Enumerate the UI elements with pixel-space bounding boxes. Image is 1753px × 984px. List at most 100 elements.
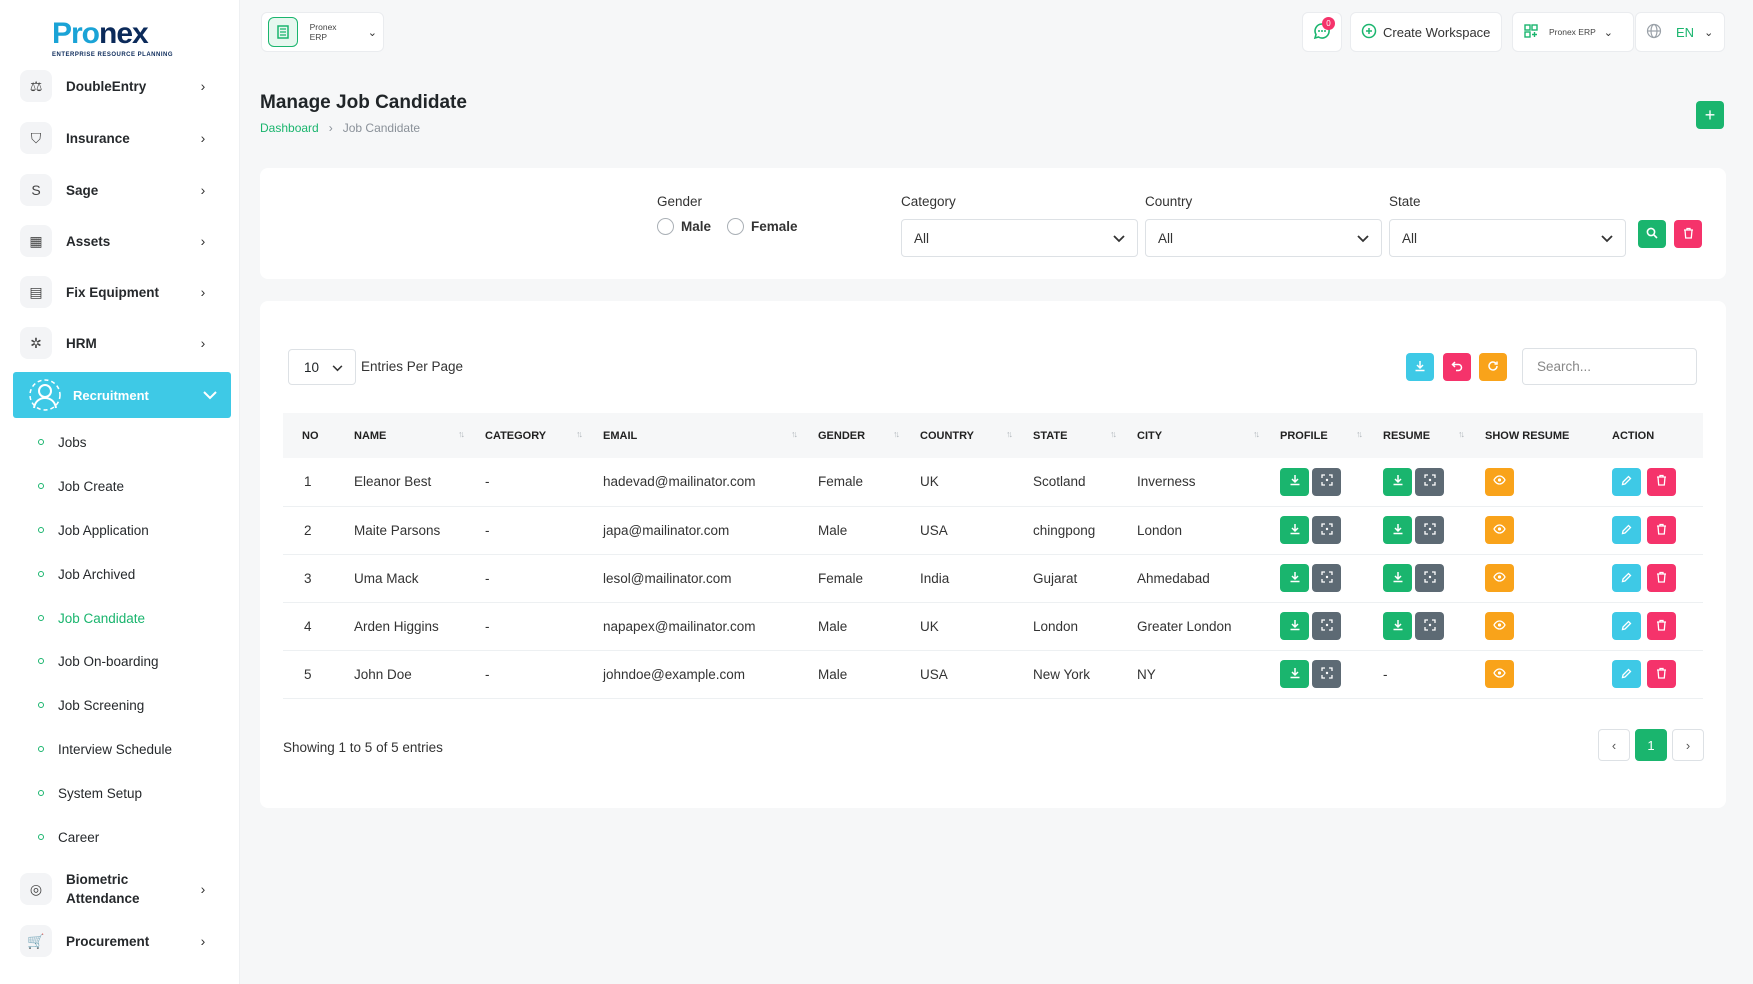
erp-switcher[interactable]: Pronex ERP ⌄ bbox=[1512, 12, 1634, 52]
reset-button[interactable] bbox=[1443, 353, 1471, 381]
delete-button[interactable] bbox=[1647, 612, 1676, 640]
view-resume-button[interactable] bbox=[1415, 564, 1444, 592]
sidebar-item-assets[interactable]: ▦ Assets › bbox=[20, 221, 210, 261]
pagination-prev[interactable]: ‹ bbox=[1598, 729, 1630, 761]
gender-female-radio[interactable]: Female bbox=[727, 218, 798, 235]
reload-button[interactable] bbox=[1479, 353, 1507, 381]
workspace-switcher[interactable]: Pronex ERP ⌄ bbox=[261, 12, 384, 52]
sidebar-sub-system-setup[interactable]: System Setup bbox=[38, 783, 142, 803]
messages-button[interactable]: 0 bbox=[1302, 12, 1342, 52]
view-profile-button[interactable] bbox=[1312, 660, 1341, 688]
col-gender[interactable]: GENDER ↑↓ bbox=[806, 413, 908, 458]
pagination-next[interactable]: › bbox=[1672, 729, 1704, 761]
search-input[interactable] bbox=[1522, 348, 1697, 385]
sidebar-sub-job-application[interactable]: Job Application bbox=[38, 520, 149, 540]
show-resume-button[interactable] bbox=[1485, 612, 1514, 640]
sidebar-sub-job-onboarding[interactable]: Job On-boarding bbox=[38, 651, 159, 671]
view-profile-button[interactable] bbox=[1312, 467, 1341, 496]
sidebar-item-biometric[interactable]: ◎ Biometric Attendance › bbox=[20, 867, 210, 911]
download-icon bbox=[1289, 474, 1301, 489]
clear-filter-button[interactable] bbox=[1674, 220, 1702, 248]
delete-button[interactable] bbox=[1647, 660, 1676, 688]
download-resume-button[interactable] bbox=[1383, 467, 1412, 496]
download-profile-button[interactable] bbox=[1280, 660, 1309, 688]
edit-button[interactable] bbox=[1612, 612, 1641, 640]
download-resume-button[interactable] bbox=[1383, 564, 1412, 592]
show-resume-button[interactable] bbox=[1485, 467, 1514, 496]
add-candidate-button[interactable]: + bbox=[1696, 101, 1724, 129]
show-resume-button[interactable] bbox=[1485, 660, 1514, 688]
edit-button[interactable] bbox=[1612, 564, 1641, 592]
sidebar-sub-jobs[interactable]: Jobs bbox=[38, 432, 87, 452]
search-filter-button[interactable] bbox=[1638, 220, 1666, 248]
view-profile-button[interactable] bbox=[1312, 516, 1341, 544]
col-email[interactable]: EMAIL ↑↓ bbox=[591, 413, 806, 458]
download-resume-button[interactable] bbox=[1383, 516, 1412, 544]
sub-label: Job Candidate bbox=[58, 610, 146, 626]
sidebar-sub-interview-schedule[interactable]: Interview Schedule bbox=[38, 739, 172, 759]
sub-label: System Setup bbox=[58, 785, 143, 801]
col-state[interactable]: STATE ↑↓ bbox=[1021, 413, 1125, 458]
brand-logo[interactable]: Pronex ENTERPRISE RESOURCE PLANNING bbox=[52, 18, 182, 66]
download-profile-button[interactable] bbox=[1280, 467, 1309, 496]
chevron-down-icon bbox=[332, 360, 343, 375]
col-name[interactable]: NAME ↑↓ bbox=[342, 413, 473, 458]
edit-button[interactable] bbox=[1612, 660, 1641, 688]
pagination-page-1[interactable]: 1 bbox=[1635, 729, 1667, 761]
col-city[interactable]: CITY ↑↓ bbox=[1125, 413, 1268, 458]
sidebar-item-insurance[interactable]: ⛉ Insurance › bbox=[20, 118, 210, 158]
sidebar-item-hrm[interactable]: ✲ HRM › bbox=[20, 323, 210, 363]
chevron-right-icon: › bbox=[1685, 737, 1691, 753]
col-category[interactable]: CATEGORY ↑↓ bbox=[473, 413, 591, 458]
download-profile-button[interactable] bbox=[1280, 612, 1309, 640]
sidebar-item-sage[interactable]: S Sage › bbox=[20, 170, 210, 210]
sidebar-item-recruitment[interactable]: Recruitment bbox=[13, 372, 231, 418]
gender-male-radio[interactable]: Male bbox=[657, 218, 711, 235]
sidebar-sub-job-archived[interactable]: Job Archived bbox=[38, 564, 135, 584]
radio-circle bbox=[727, 218, 744, 235]
sidebar-sub-job-screening[interactable]: Job Screening bbox=[38, 695, 144, 715]
table-row: 2 Maite Parsons - japa@mailinator.com Ma… bbox=[283, 506, 1703, 554]
sort-icon: ↑↓ bbox=[1458, 429, 1465, 439]
sidebar-sub-career[interactable]: Career bbox=[38, 827, 99, 847]
download-profile-button[interactable] bbox=[1280, 564, 1309, 592]
delete-button[interactable] bbox=[1647, 467, 1676, 496]
sidebar-sub-job-candidate[interactable]: Job Candidate bbox=[38, 608, 145, 628]
sidebar-item-fix-equipment[interactable]: ▤ Fix Equipment › bbox=[20, 272, 210, 312]
download-resume-button[interactable] bbox=[1383, 612, 1412, 640]
sidebar-item-doubleentry[interactable]: ⚖ DoubleEntry › bbox=[20, 66, 210, 106]
breadcrumb-home[interactable]: Dashboard bbox=[260, 121, 319, 135]
cell-no: 3 bbox=[304, 570, 312, 586]
show-resume-button[interactable] bbox=[1485, 564, 1514, 592]
chevron-down-icon bbox=[1357, 231, 1369, 246]
edit-button[interactable] bbox=[1612, 516, 1641, 544]
bullet-icon bbox=[38, 702, 44, 708]
sidebar-item-procurement[interactable]: 🛒 Procurement › bbox=[20, 921, 210, 961]
cell-country: UK bbox=[920, 618, 939, 634]
state-select[interactable]: All bbox=[1389, 219, 1626, 257]
sidebar-sub-job-create[interactable]: Job Create bbox=[38, 476, 124, 496]
delete-button[interactable] bbox=[1647, 516, 1676, 544]
language-switcher[interactable]: EN ⌄ bbox=[1635, 12, 1725, 52]
view-profile-button[interactable] bbox=[1312, 612, 1341, 640]
download-profile-button[interactable] bbox=[1280, 516, 1309, 544]
sidebar-item-label: Assets bbox=[66, 233, 111, 249]
candidates-table-card: 10 Entries Per Page NO NAME ↑↓ CATEGORY ↑↓… bbox=[260, 301, 1726, 808]
view-resume-button[interactable] bbox=[1415, 612, 1444, 640]
view-resume-button[interactable] bbox=[1415, 467, 1444, 496]
export-button[interactable] bbox=[1406, 353, 1434, 381]
col-no[interactable]: NO bbox=[283, 413, 342, 458]
sort-icon: ↑↓ bbox=[1253, 429, 1260, 439]
col-resume[interactable]: RESUME ↑↓ bbox=[1371, 413, 1473, 458]
category-select[interactable]: All bbox=[901, 219, 1138, 257]
col-country[interactable]: COUNTRY ↑↓ bbox=[908, 413, 1021, 458]
show-resume-button[interactable] bbox=[1485, 516, 1514, 544]
col-profile[interactable]: PROFILE ↑↓ bbox=[1268, 413, 1371, 458]
country-select[interactable]: All bbox=[1145, 219, 1382, 257]
view-resume-button[interactable] bbox=[1415, 516, 1444, 544]
delete-button[interactable] bbox=[1647, 564, 1676, 592]
create-workspace-button[interactable]: Create Workspace bbox=[1350, 12, 1502, 52]
entries-per-page-select[interactable]: 10 bbox=[288, 349, 356, 385]
edit-button[interactable] bbox=[1612, 467, 1641, 496]
view-profile-button[interactable] bbox=[1312, 564, 1341, 592]
